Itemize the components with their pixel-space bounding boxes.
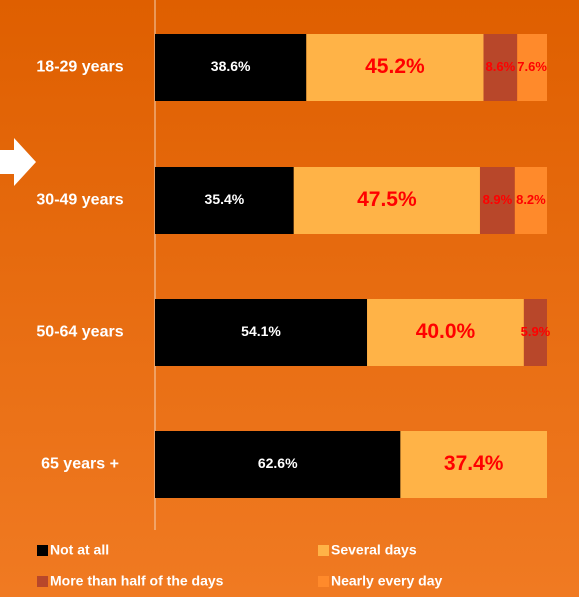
value-label: 54.1% [241,323,281,339]
legend-label: Several days [331,542,417,558]
legend-swatch [318,545,329,556]
category-label: 30-49 years [36,192,123,209]
bar-segment [306,34,484,101]
value-label: 5.9% [521,324,551,339]
value-label: 35.4% [205,191,245,207]
value-label: 62.6% [258,455,298,471]
legend-label: Not at all [50,542,109,558]
bar-segment [367,299,524,366]
legend-label: Nearly every day [331,573,443,589]
value-label: 37.4% [444,452,504,475]
category-label: 18-29 years [36,59,123,76]
bar-segment [155,167,294,234]
bar-segment [517,34,547,101]
value-label: 38.6% [211,58,251,74]
value-label: 7.6% [517,59,547,74]
value-label: 47.5% [357,188,417,211]
value-label: 45.2% [365,55,425,78]
legend-swatch [37,576,48,587]
bar-segment [293,167,480,234]
category-label: 65 years + [41,456,119,473]
value-label: 8.2% [516,192,546,207]
bar-segment [523,299,547,366]
category-label: 50-64 years [36,324,123,341]
legend-swatch [37,545,48,556]
bar-segment [155,299,368,366]
arrow-icon [0,138,36,186]
legend-label: More than half of the days [50,573,224,589]
value-label: 8.9% [483,192,513,207]
value-label: 8.6% [486,59,516,74]
bar-segment [514,167,547,234]
bar-segment [483,34,518,101]
bar-segment [155,431,401,498]
bar-segment [400,431,547,498]
bar-segment [155,34,307,101]
value-label: 40.0% [416,320,476,343]
bar-segment [479,167,515,234]
legend-swatch [318,576,329,587]
